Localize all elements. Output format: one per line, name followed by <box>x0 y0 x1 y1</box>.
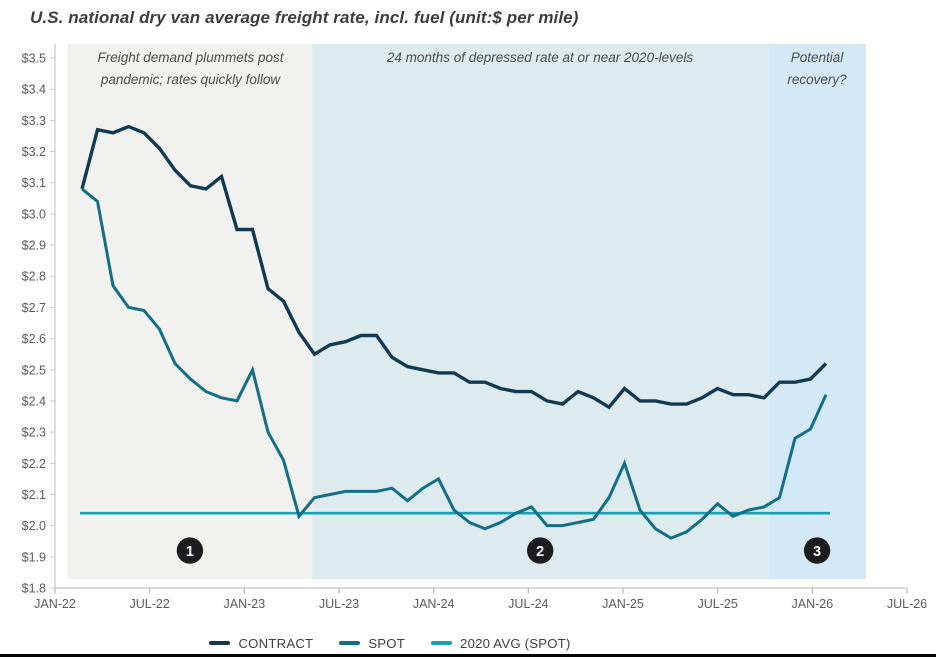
x-tick-label: JAN-22 <box>34 597 76 611</box>
y-tick-label: $2.2 <box>22 457 46 471</box>
x-tick-label: JUL-24 <box>508 597 548 611</box>
x-tick-label: JAN-25 <box>602 597 644 611</box>
y-tick-label: $2.8 <box>22 270 46 284</box>
y-tick-label: $2.1 <box>22 488 46 502</box>
spot-line-swatch-icon <box>339 641 361 645</box>
y-tick-label: $1.9 <box>22 550 46 564</box>
phase-marker-number-1: 1 <box>186 544 194 560</box>
phase-region-1 <box>67 44 313 579</box>
bottom-border <box>0 654 936 657</box>
y-tick-label: $3.1 <box>22 176 46 190</box>
phase-marker-number-2: 2 <box>536 544 544 560</box>
spot-line <box>81 187 828 540</box>
legend-label-2020-avg: 2020 AVG (SPOT) <box>460 635 571 651</box>
phase-marker-number-3: 3 <box>813 544 821 560</box>
y-tick-label: $3.4 <box>22 83 46 97</box>
legend-label-contract: CONTRACT <box>238 635 314 651</box>
x-tick-label: JUL-25 <box>698 597 738 611</box>
y-tick-label: $2.0 <box>22 519 46 533</box>
x-tick-label: JUL-22 <box>130 597 170 611</box>
phase-region-3 <box>768 44 866 579</box>
y-tick-label: $2.5 <box>22 363 46 377</box>
y-tick-label: $2.4 <box>22 394 46 408</box>
y-tick-label: $3.2 <box>22 145 46 159</box>
contract-line <box>80 124 828 410</box>
region-note-2: 24 months of depressed rate at or near 2… <box>386 50 694 65</box>
legend-label-spot: SPOT <box>368 635 406 651</box>
y-tick-label: $1.8 <box>22 582 46 596</box>
y-tick-label: $3.5 <box>22 52 46 66</box>
region-note-1: Freight demand plummets post pandemic; r… <box>97 50 284 87</box>
avg-line-swatch-icon <box>431 641 453 645</box>
x-tick-label: JUL-23 <box>319 597 359 611</box>
y-tick-label: $3.0 <box>22 207 46 221</box>
legend-item-spot: SPOT <box>339 636 405 651</box>
phase-region-2 <box>312 44 769 579</box>
x-tick-label: JUL-26 <box>887 597 927 611</box>
y-tick-label: $2.3 <box>22 426 46 440</box>
legend-item-contract: CONTRACT <box>209 636 313 651</box>
region-note-3: Potential recovery? <box>787 50 847 87</box>
x-tick-label: JAN-26 <box>791 597 833 611</box>
chart-legend: CONTRACT SPOT 2020 AVG (SPOT) <box>0 632 780 654</box>
x-tick-label: JAN-23 <box>223 597 265 611</box>
phase-marker-1 <box>176 537 204 564</box>
y-tick-label: $2.9 <box>22 239 46 253</box>
y-tick-label: $2.6 <box>22 332 46 346</box>
x-tick-label: JAN-24 <box>413 597 455 611</box>
chart-title: U.S. national dry van average freight ra… <box>30 8 579 27</box>
legend-item-2020-avg: 2020 AVG (SPOT) <box>431 636 571 651</box>
contract-line-swatch-icon <box>209 641 231 645</box>
phase-marker-2 <box>527 537 554 564</box>
y-tick-label: $2.7 <box>22 301 46 315</box>
phase-marker-3 <box>803 537 831 564</box>
y-tick-label: $3.3 <box>22 114 46 128</box>
